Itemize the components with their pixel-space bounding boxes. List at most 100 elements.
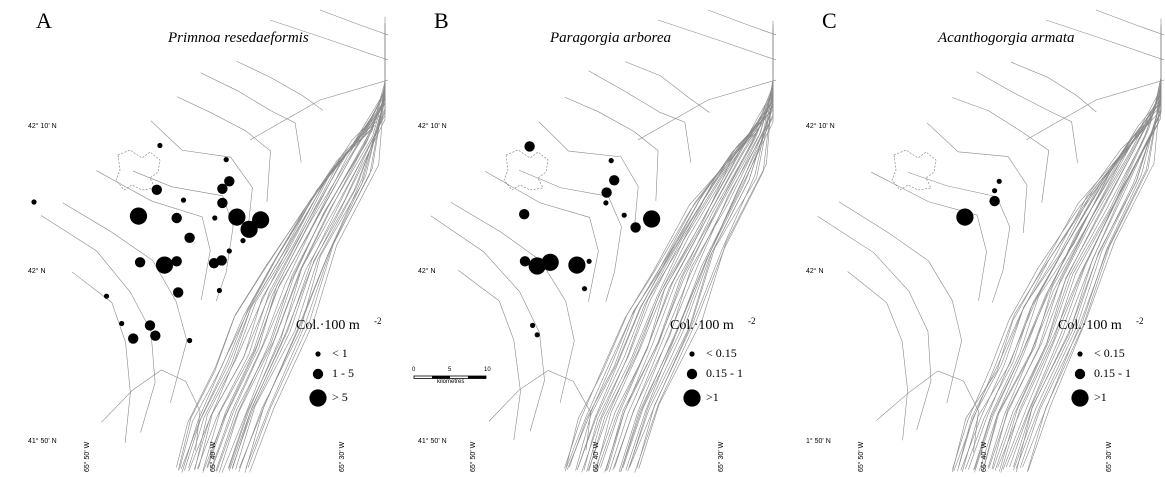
- sample-point-small: [621, 212, 627, 218]
- contour-line: [926, 122, 1028, 233]
- bathymetry-contours: [817, 9, 1164, 473]
- legend-symbol-small: [689, 351, 695, 357]
- sample-points: [31, 142, 270, 344]
- contour-line: [988, 77, 1162, 470]
- contour-line: [575, 115, 767, 471]
- contour-line: [485, 171, 599, 302]
- legend-title: Col.·100 m: [1058, 318, 1122, 333]
- sample-point-small: [31, 199, 37, 205]
- contour-line: [992, 69, 1162, 470]
- sample-point-medium: [144, 320, 156, 331]
- sample-point-medium: [216, 255, 227, 266]
- lon-label-left: 65° 50' W: [858, 441, 865, 472]
- contour-line: [458, 269, 521, 441]
- map-canvas: [31, 9, 388, 473]
- sample-point-small: [103, 293, 110, 299]
- species-name: Primnoa resedaeformis: [168, 30, 309, 46]
- legend-symbol-large: [1071, 389, 1089, 407]
- scale-bar-tick: 5: [448, 367, 452, 373]
- contour-line: [565, 124, 762, 472]
- sample-point-large: [155, 256, 174, 274]
- sample-point-large: [956, 208, 974, 226]
- contour-line: [973, 102, 1162, 471]
- sample-point-medium: [601, 187, 612, 198]
- contour-line: [1011, 61, 1097, 113]
- legend-symbol-medium: [312, 368, 324, 380]
- sample-point-small: [180, 197, 187, 203]
- legend-label-medium: 1 - 5: [332, 366, 354, 380]
- contour-line: [319, 9, 388, 36]
- sample-point-medium: [519, 256, 531, 267]
- contour-line: [188, 108, 382, 472]
- contour-line: [596, 77, 774, 472]
- sample-point-medium: [224, 176, 235, 187]
- contour-line: [838, 201, 962, 403]
- contour-line: [876, 370, 979, 453]
- contour-line: [609, 61, 774, 472]
- contour-line: [207, 81, 386, 468]
- sample-point-medium: [171, 212, 182, 224]
- legend-label-medium: 0.15 - 1: [706, 366, 743, 380]
- contour-line: [564, 96, 659, 201]
- sample-points: [956, 178, 1002, 226]
- map-panel-a: A Primnoa resedaeformis 42° 10' N 42° N 41° …: [0, 0, 388, 477]
- contour-line: [620, 51, 774, 473]
- contour-line: [41, 215, 156, 433]
- contour-line: [181, 120, 378, 473]
- sample-point-medium: [134, 257, 146, 268]
- scale-bar-tick: 0: [412, 367, 416, 373]
- legend-label-medium: 0.15 - 1: [1094, 366, 1131, 380]
- contour-line: [176, 96, 271, 203]
- lon-label-mid: 65° 40' W: [210, 441, 217, 472]
- contour-line: [1013, 36, 1162, 471]
- contour-line: [952, 97, 1050, 203]
- sample-point-small: [581, 286, 588, 292]
- map-canvas: [817, 9, 1164, 473]
- species-name: Paragorgia arborea: [550, 30, 671, 46]
- contour-line: [871, 171, 987, 301]
- contour-line: [627, 29, 774, 472]
- contour-line: [269, 19, 388, 61]
- legend-label-large: > 5: [332, 390, 348, 404]
- contour-line: [228, 50, 386, 469]
- lon-label-right: 65° 30' W: [718, 441, 725, 472]
- panel-letter: C: [822, 8, 837, 33]
- sample-point-medium: [151, 184, 162, 195]
- contour-line: [965, 104, 1156, 470]
- bathymetry-contours: [430, 9, 776, 473]
- sample-point-large: [228, 208, 246, 226]
- contour-line: [982, 88, 1162, 470]
- contour-line: [952, 126, 1146, 472]
- contour-line: [595, 85, 774, 470]
- legend-title: Col.·100 m: [296, 318, 360, 333]
- contour-line: [961, 109, 1158, 473]
- contour-line: [101, 369, 201, 451]
- sample-point-medium: [150, 330, 161, 341]
- lat-label-bottom: 1° 50' N: [806, 438, 831, 445]
- sample-point-small: [530, 322, 536, 328]
- sample-point-large: [252, 211, 270, 229]
- scale-bar: [413, 375, 487, 379]
- map-panel-b: B Paragorgia arborea 42° 10' N 42° N 41° 50'…: [388, 0, 776, 477]
- sample-point-small: [996, 178, 1002, 184]
- scale-bar-tick: 10: [484, 367, 491, 373]
- legend-title-superscript: -2: [1136, 316, 1144, 326]
- contour-line: [176, 132, 369, 468]
- legend-title-superscript: -2: [748, 316, 756, 326]
- contour-line: [227, 53, 386, 469]
- contour-line: [1019, 26, 1162, 468]
- sample-point-medium: [524, 141, 535, 152]
- lat-label-bottom: 41° 50' N: [418, 438, 447, 445]
- lat-label-mid: 42° N: [806, 268, 824, 275]
- map-panel-c: C Acanthogorgia armata 42° 10' N 42° N 1° 50…: [776, 0, 1164, 477]
- lat-label-bottom: 41° 50' N: [28, 438, 57, 445]
- contour-line: [249, 16, 386, 473]
- contour-line: [612, 61, 774, 471]
- contour-line: [1013, 42, 1162, 468]
- shoal-outline: [503, 149, 549, 191]
- contour-line: [817, 215, 932, 431]
- contour-line: [847, 271, 908, 441]
- contour-line: [132, 170, 234, 302]
- legend-symbol-small: [315, 351, 321, 357]
- contour-line: [488, 370, 592, 451]
